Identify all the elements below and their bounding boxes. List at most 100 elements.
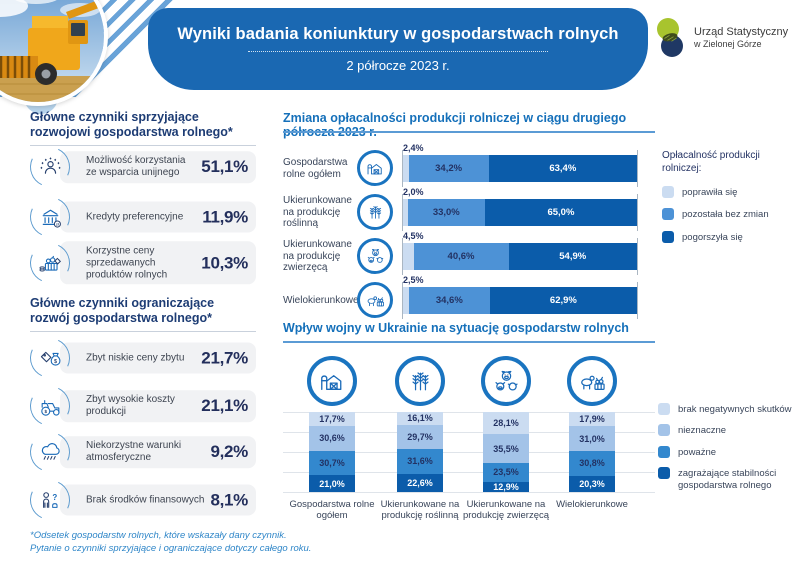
- legend-entry: zagrażające stabilności gospodarstwa rol…: [658, 467, 792, 491]
- axis-tick: [637, 238, 638, 275]
- footnote-line1: *Odsetek gospodarstw rolnych, które wska…: [30, 530, 287, 541]
- section-divider: [30, 145, 256, 146]
- factor-pill: Kredyty preferencyjne 11,9%: [60, 201, 256, 233]
- factor-pill: Zbyt wysokie koszty produkcji 21,1%: [60, 390, 256, 422]
- bar-value-label: 2,0%: [403, 187, 424, 197]
- legend-label: poprawiła się: [682, 187, 738, 198]
- column-value-label: 30,8%: [579, 458, 605, 469]
- factor-value: 11,9%: [202, 207, 248, 226]
- profitability-stacked-bar-chart: Gospodarstwa rolne ogółem 2,4% 34,2% 63,4% U…: [283, 143, 655, 325]
- legend-entry: poważne: [658, 445, 792, 458]
- bar-segment: 33,0%: [407, 199, 485, 226]
- legend-label: brak negatywnych skutków: [678, 404, 792, 415]
- axis-tick: [402, 282, 403, 319]
- column-segment: 16,1%: [397, 412, 443, 425]
- bar-chart-row: Wielokierunkowe 2,5% 34,6% 62,9%: [283, 275, 655, 319]
- factor-label: Zbyt niskie ceny zbytu: [86, 352, 185, 364]
- factor-label: Zbyt wysokie koszty produkcji: [86, 394, 175, 417]
- column-segment: 21,0%: [309, 475, 355, 492]
- column-value-label: 31,6%: [407, 456, 433, 467]
- stacked-bar: 2,0% 33,0% 65,0%: [402, 187, 638, 231]
- bar-segment: [403, 287, 409, 314]
- factor-pill: Możliwość korzystania ze wsparcia unijne…: [60, 151, 256, 183]
- factor-label: Brak środków finansowych: [86, 494, 205, 506]
- bar-segment: 34,2%: [408, 155, 489, 182]
- eu-support-icon: [30, 147, 70, 187]
- factor-value: 51,1%: [201, 157, 248, 176]
- column-segment: 30,8%: [569, 451, 615, 476]
- legend-swatch: [658, 424, 670, 437]
- column-segment: 23,5%: [483, 462, 529, 482]
- legend-entry: pogorszyła się: [662, 230, 790, 243]
- bar-value-label: 4,5%: [403, 231, 424, 241]
- column-segment: 31,0%: [569, 426, 615, 452]
- stacked-column: 16,1% 29,7% 31,6% 22,6%: [397, 412, 443, 492]
- factor-item: Zbyt wysokie koszty produkcji 21,1%: [30, 386, 256, 426]
- legend-swatch: [662, 186, 674, 198]
- footnote-line2: Pytanie o czynniki sprzyjające i ogranic…: [30, 543, 312, 555]
- livestock-icon: [357, 238, 393, 274]
- column-segment: 30,7%: [309, 450, 355, 476]
- legend-swatch: [658, 467, 670, 480]
- factor-label: Kredyty preferencyjne: [86, 211, 184, 223]
- column-category-label: Gospodarstwa rolne ogółem: [289, 499, 375, 521]
- legend-label: pozostała bez zmian: [682, 209, 769, 221]
- factor-item: Zbyt niskie ceny zbytu 21,7%: [30, 338, 256, 378]
- gridline: [283, 452, 655, 453]
- column-value-label: 29,7%: [407, 431, 433, 442]
- factor-pill: Korzystne ceny sprzedawanych produktów r…: [60, 241, 256, 285]
- column-value-label: 17,7%: [319, 414, 345, 425]
- legend-swatch: [658, 403, 670, 415]
- legend-label: pogorszyła się: [682, 231, 743, 243]
- barn-icon: [357, 150, 393, 186]
- factor-value: 21,7%: [201, 348, 248, 367]
- bar-segment: 40,6%: [413, 243, 509, 270]
- column-value-label: 12,9%: [493, 481, 519, 492]
- legend-entry: poprawiła się: [662, 186, 790, 198]
- column-value-label: 17,9%: [579, 414, 605, 425]
- column-segment: 22,6%: [397, 473, 443, 492]
- war-impact-legend: brak negatywnych skutków nieznaczne poważn…: [658, 403, 792, 501]
- section-divider: [30, 331, 256, 332]
- legend-entry: brak negatywnych skutków: [658, 403, 792, 415]
- bar-value-label: 63,4%: [549, 163, 577, 174]
- axis-tick: [402, 194, 403, 231]
- column-value-label: 22,6%: [407, 477, 433, 488]
- bank-icon: [30, 197, 70, 237]
- legend-entry: pozostała bez zmian: [662, 208, 790, 221]
- column-value-label: 20,3%: [579, 478, 605, 489]
- column-segment: 17,7%: [309, 412, 355, 427]
- axis-tick: [637, 150, 638, 187]
- bar-value-label: 54,9%: [559, 251, 587, 262]
- bar-segment: [403, 199, 408, 226]
- factor-value: 9,2%: [210, 442, 248, 461]
- column-value-label: 30,7%: [319, 457, 345, 468]
- column-segment: 12,9%: [483, 481, 529, 492]
- factor-item: Korzystne ceny sprzedawanych produktów r…: [30, 241, 256, 285]
- statistical-office-logo-mark: [657, 18, 683, 57]
- bar-value-label: 34,6%: [435, 295, 463, 306]
- axis-tick: [402, 150, 403, 187]
- page-subtitle: 2 półrocze 2023 r.: [346, 58, 450, 73]
- gridline: [283, 412, 655, 413]
- column-value-label: 30,6%: [319, 433, 345, 444]
- bar-value-label: 40,6%: [447, 251, 475, 262]
- column-category-label: Wielokierunkowe: [556, 499, 628, 510]
- legend-swatch: [658, 445, 670, 458]
- axis-tick: [637, 282, 638, 319]
- column-value-label: 31,0%: [579, 433, 605, 444]
- factor-pill: Zbyt niskie ceny zbytu 21,7%: [60, 342, 256, 374]
- factor-item: Niekorzystne warunki atmosferyczne 9,2%: [30, 432, 256, 472]
- chart-title-underline: [283, 341, 655, 343]
- legend-label: nieznaczne: [678, 425, 727, 437]
- stacked-bar: 2,4% 34,2% 63,4%: [402, 143, 638, 187]
- column-value-label: 23,5%: [493, 467, 519, 478]
- gridline: [283, 472, 655, 473]
- bar-value-label: 2,5%: [403, 275, 424, 285]
- bar-chart-row: Gospodarstwa rolne ogółem 2,4% 34,2% 63,4%: [283, 143, 655, 187]
- mixed-farming-icon: [357, 282, 393, 318]
- wheat-icon: [395, 356, 445, 406]
- bar-value-label: 65,0%: [547, 207, 575, 218]
- bar-segment: 54,9%: [508, 243, 637, 270]
- column-category-label: Ukierunkowane na produkcję roślinną: [380, 499, 460, 521]
